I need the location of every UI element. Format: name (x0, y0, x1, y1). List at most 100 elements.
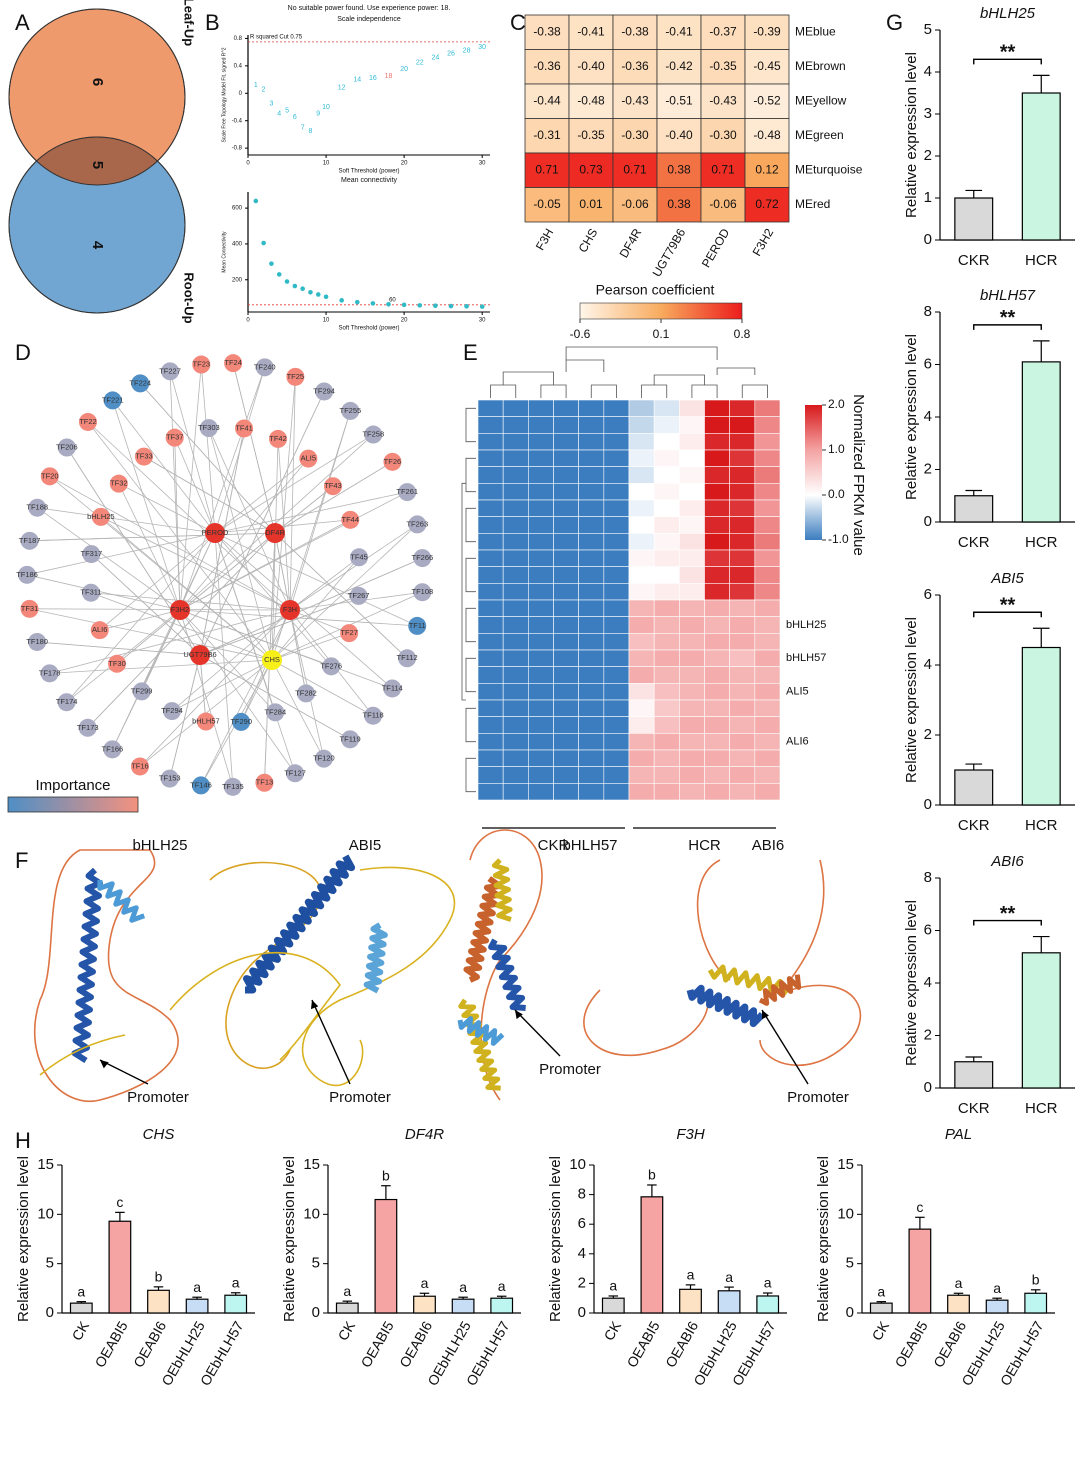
y-tick-label: 0 (924, 796, 932, 813)
dendrogram (641, 384, 668, 398)
structure-loop (583, 859, 862, 1067)
tf-label: TF173 (77, 723, 99, 732)
tf-label: TF178 (39, 668, 61, 677)
point-label: 3 (269, 100, 273, 107)
tf-label: TF261 (396, 487, 418, 496)
row-label: ALI5 (786, 686, 809, 698)
y-tick-label: 5 (46, 1255, 54, 1272)
heatmap-cell (568, 14, 614, 50)
tf-label: TF180 (26, 637, 48, 646)
tf-node (82, 545, 101, 564)
y-tick-label: 4 (924, 63, 932, 80)
panel-label: A (15, 10, 30, 35)
heatmap-cell (729, 399, 756, 417)
tf-node (383, 679, 402, 698)
point-label: 14 (353, 76, 361, 83)
chart-title: bHLH25 (980, 5, 1036, 22)
heatmap-cell (603, 633, 630, 651)
network-edge (87, 421, 273, 661)
bar (985, 1299, 1009, 1314)
point-label: 24 (431, 54, 439, 61)
tf-node (103, 391, 122, 410)
heatmap-cell (578, 549, 605, 567)
heatmap-cell (653, 649, 680, 667)
heatmap-cell (477, 399, 504, 417)
tf-label: TF258 (362, 430, 384, 439)
point-label: 18 (385, 73, 393, 80)
heatmap-cell (729, 549, 756, 567)
significance-letter: a (609, 1278, 617, 1294)
heatmap-cell (704, 466, 730, 484)
row-label: MEblue (795, 24, 836, 38)
heatmap-cell (502, 416, 529, 434)
legend-title: Importance (35, 777, 110, 794)
heatmap-cell (653, 583, 680, 601)
heatmap-cell (553, 633, 579, 651)
y-tick-label: 200 (232, 277, 243, 283)
heatmap-cell (528, 466, 554, 484)
network-edge (179, 609, 276, 713)
gene-node (280, 600, 300, 620)
network-edge (240, 659, 273, 723)
colorbar-tick-label: 1.0 (828, 442, 845, 456)
heatmap-cell (744, 83, 790, 119)
tf-label: TF42 (269, 434, 287, 443)
tf-node (162, 702, 181, 721)
y-tick-label: 8 (578, 1186, 586, 1203)
bar (954, 197, 994, 241)
heatmap-cell (578, 699, 605, 717)
x-tick-label: OEABI6 (396, 1318, 435, 1370)
cell-label: -0.35 (709, 59, 737, 73)
heatmap-cell (704, 699, 730, 717)
y-tick-label: 2 (924, 1026, 932, 1043)
significance-letter: a (232, 1274, 240, 1290)
point-label: 20 (400, 66, 408, 73)
heatmap-cell (704, 516, 730, 534)
network-edge (87, 532, 276, 729)
heatmap-cell (628, 633, 655, 651)
heatmap-cell (603, 616, 630, 634)
heatmap-cell (704, 616, 730, 634)
panel-label: G (886, 10, 903, 35)
tf-node (322, 657, 341, 676)
heatmap-cell (704, 783, 730, 801)
heatmap-cell (729, 599, 756, 617)
y-tick-label: 10 (837, 1205, 854, 1222)
heatmap-cell (612, 187, 658, 223)
row-label: MEred (795, 197, 830, 211)
heatmap-cell (477, 416, 504, 434)
tf-label: TF127 (284, 768, 306, 777)
bar (717, 1290, 741, 1314)
cell-label: -0.31 (533, 128, 561, 142)
cell-label: -0.48 (577, 93, 605, 107)
tf-node (341, 401, 360, 420)
structure-loop (301, 866, 456, 1087)
heatmap-cell (603, 599, 630, 617)
network-edge (26, 574, 181, 611)
x-tick-label: 10 (323, 161, 330, 167)
network-edge (169, 371, 216, 534)
network-edge (169, 654, 201, 779)
heatmap-cell (477, 583, 504, 601)
significance-letter: b (1032, 1272, 1040, 1288)
gene-node (205, 523, 225, 543)
network-edge (200, 609, 291, 786)
column-label: UGT79B6 (650, 226, 689, 279)
x-tick-label: HCR (1025, 1100, 1058, 1117)
significance-letter: a (955, 1275, 963, 1291)
tf-node (134, 447, 153, 466)
heatmap-cell (729, 483, 756, 501)
network-edge (49, 659, 273, 674)
tf-node (223, 777, 242, 796)
heatmap-cell (679, 633, 705, 651)
network-edge (171, 609, 291, 712)
network-edge (289, 376, 296, 611)
network-edge (289, 609, 325, 759)
x-tick-label: HCR (1025, 252, 1058, 269)
y-tick-label: 6 (578, 1215, 586, 1232)
tf-label: TF44 (342, 515, 360, 524)
tf-node (108, 654, 127, 673)
heatmap-cell (754, 683, 781, 701)
heatmap-cell (578, 533, 605, 551)
